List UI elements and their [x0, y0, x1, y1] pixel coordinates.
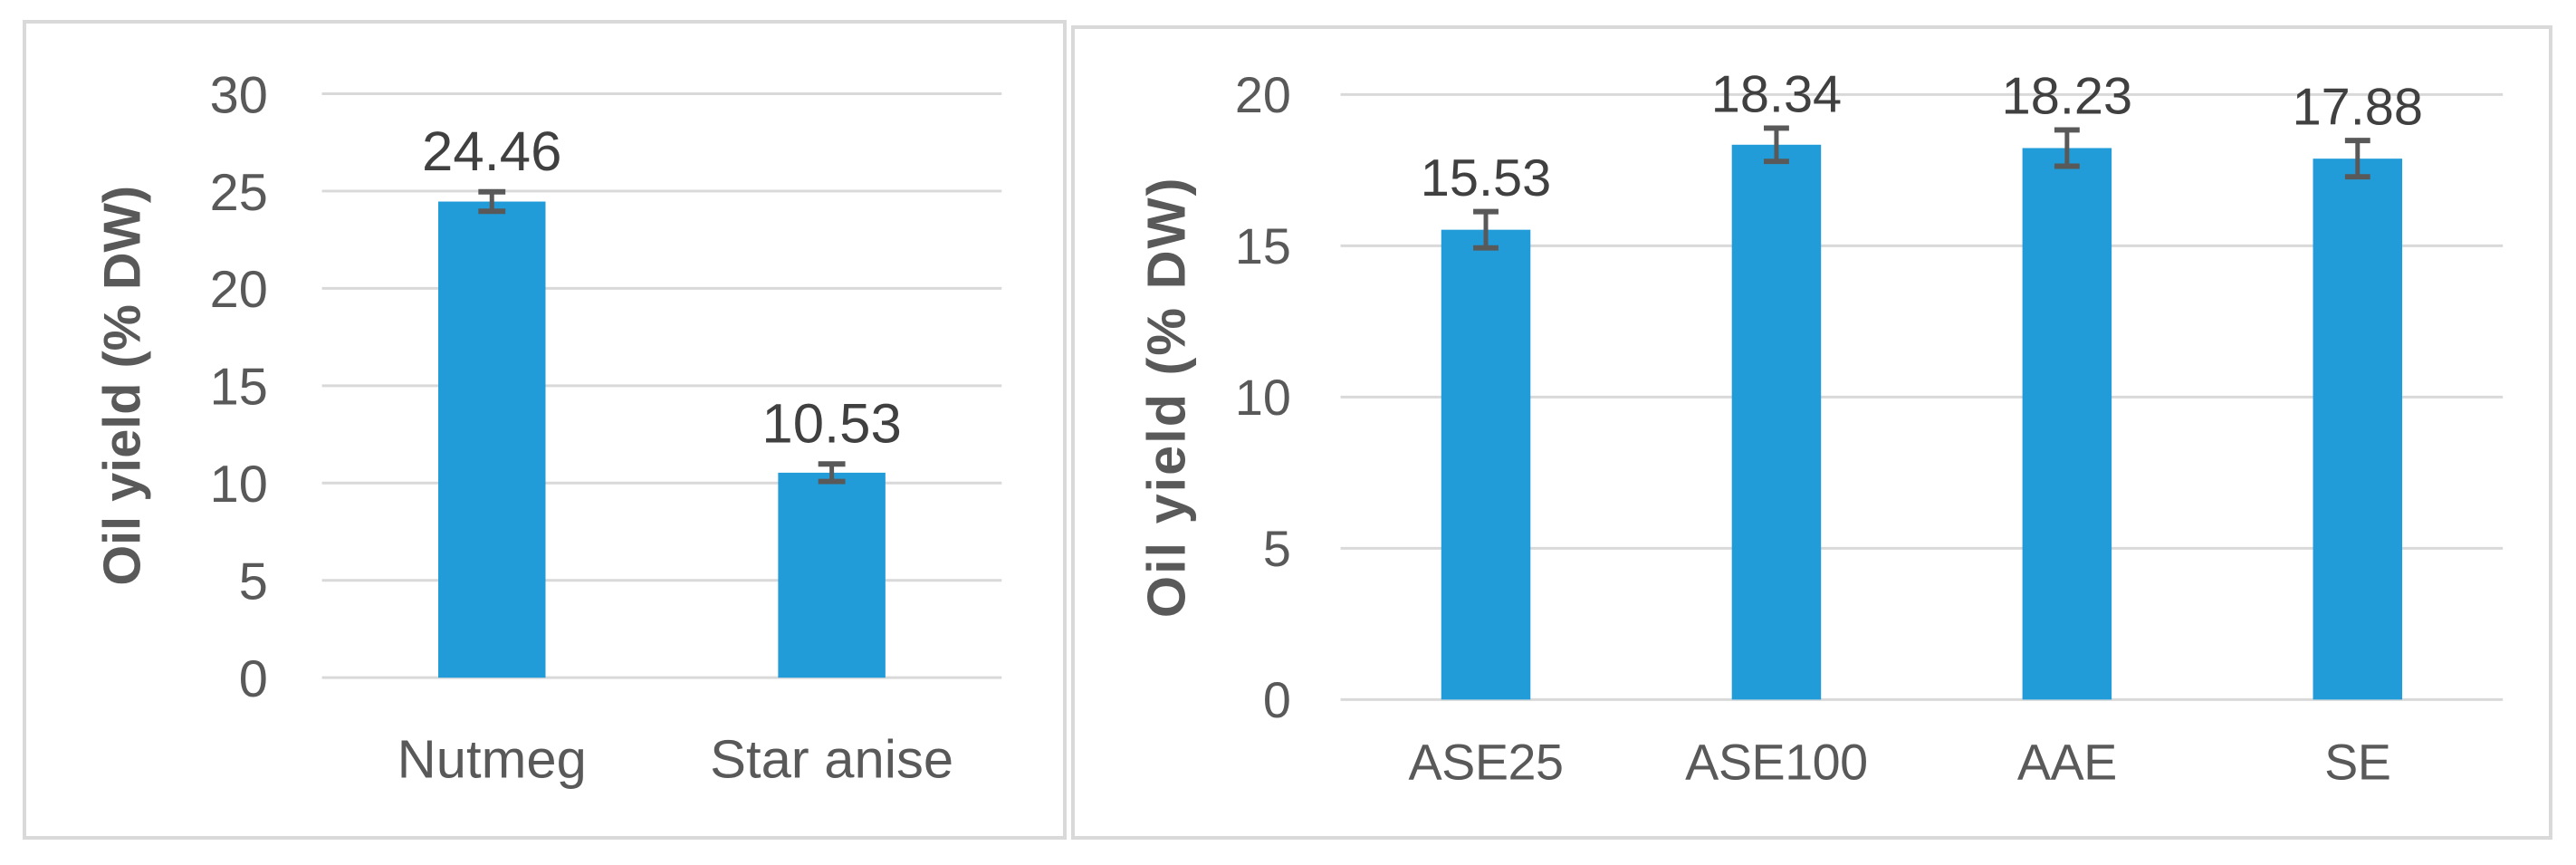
category-label-Star anise: Star anise: [710, 728, 953, 789]
y-tick-label: 5: [239, 553, 268, 611]
right-bar-chart: 0 5 10 15 20 15.53 ASE25 18.34 ASE100 18.23 AAE 17.…: [1135, 66, 2504, 791]
category-label-ASE25: ASE25: [1409, 735, 1564, 791]
y-axis-title: Oil yield (% DW): [1135, 177, 1196, 619]
y-tick-label: 25: [210, 164, 268, 222]
category-label-SE: SE: [2324, 735, 2390, 791]
y-tick-label: 20: [1235, 67, 1291, 123]
y-tick-label: 0: [1263, 672, 1291, 728]
right-chart-panel: 0 5 10 15 20 15.53 ASE25 18.34 ASE100 18.23 AAE 17.…: [1071, 25, 2552, 840]
y-tick-label: 30: [210, 66, 268, 124]
data-label: 15.53: [1421, 149, 1551, 207]
category-label-AAE: AAE: [2017, 735, 2117, 791]
category-label-ASE100: ASE100: [1685, 735, 1867, 791]
y-axis-title: Oil yield (% DW): [93, 186, 151, 586]
y-tick-label: 15: [210, 359, 268, 417]
y-tick-label: 0: [239, 650, 268, 708]
data-label: 17.88: [2293, 78, 2423, 136]
data-label: 18.23: [2002, 68, 2132, 126]
data-label: 18.34: [1711, 66, 1842, 124]
y-tick-label: 10: [210, 456, 268, 514]
bar-ASE25: [1441, 229, 1531, 700]
category-label-Nutmeg: Nutmeg: [397, 728, 587, 789]
left-bar-chart: 0 5 10 15 20 25 30 24.46 Nutmeg 10.53 Star anise Oi…: [93, 66, 1002, 789]
bar-Star anise: [778, 472, 886, 678]
y-tick-label: 20: [210, 261, 268, 319]
y-tick-label: 10: [1235, 370, 1291, 426]
y-tick-label: 5: [1263, 521, 1291, 577]
bar-Nutmeg: [438, 201, 546, 678]
y-tick-label: 15: [1235, 218, 1291, 274]
bar-ASE100: [1731, 144, 1822, 700]
bar-AAE: [2022, 148, 2112, 700]
left-chart-panel: 0 5 10 15 20 25 30 24.46 Nutmeg 10.53 Star anise Oi…: [23, 20, 1067, 840]
data-label: 10.53: [761, 392, 901, 455]
bar-SE: [2313, 159, 2403, 700]
data-label: 24.46: [422, 120, 561, 183]
